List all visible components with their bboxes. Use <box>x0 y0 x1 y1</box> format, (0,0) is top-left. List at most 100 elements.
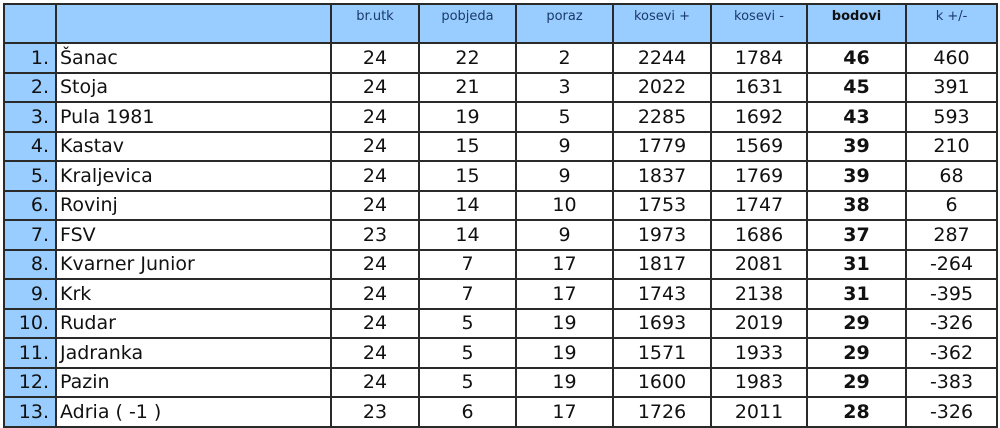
cell-rank: 7. <box>3 219 57 251</box>
standings-table: br.utk pobjeda poraz kosevi + kosevi - b… <box>3 3 998 428</box>
cell-diff: -395 <box>905 278 998 310</box>
cell-wins: 22 <box>418 42 517 74</box>
cell-scored: 1743 <box>612 278 712 310</box>
table-row: 12. Pazin 24 5 19 1600 1983 29 -383 <box>3 366 998 398</box>
table-row: 5. Kraljevica 24 15 9 1837 1769 39 68 <box>3 160 998 192</box>
cell-wins: 14 <box>418 189 517 221</box>
cell-wins: 19 <box>418 101 517 133</box>
cell-rank: 10. <box>3 307 57 339</box>
cell-scored: 1973 <box>612 219 712 251</box>
cell-played: 24 <box>330 160 420 192</box>
cell-losses: 9 <box>515 219 614 251</box>
cell-team: Rovinj <box>55 189 332 221</box>
header-team <box>55 3 332 44</box>
cell-rank: 13. <box>3 396 57 428</box>
cell-wins: 21 <box>418 71 517 103</box>
cell-played: 24 <box>330 189 420 221</box>
cell-losses: 9 <box>515 160 614 192</box>
cell-team: Šanac <box>55 42 332 74</box>
cell-team: Pula 1981 <box>55 101 332 133</box>
cell-losses: 17 <box>515 248 614 280</box>
cell-rank: 1. <box>3 42 57 74</box>
cell-wins: 6 <box>418 396 517 428</box>
cell-scored: 1600 <box>612 366 712 398</box>
cell-rank: 12. <box>3 366 57 398</box>
cell-losses: 2 <box>515 42 614 74</box>
cell-played: 24 <box>330 42 420 74</box>
cell-rank: 11. <box>3 337 57 369</box>
cell-points: 29 <box>806 307 907 339</box>
header-points: bodovi <box>806 3 907 44</box>
cell-points: 39 <box>806 160 907 192</box>
cell-losses: 3 <box>515 71 614 103</box>
cell-diff: 6 <box>905 189 998 221</box>
cell-team: Kastav <box>55 130 332 162</box>
cell-played: 24 <box>330 71 420 103</box>
cell-wins: 15 <box>418 160 517 192</box>
table-row: 7. FSV 23 14 9 1973 1686 37 287 <box>3 219 998 251</box>
cell-conceded: 1784 <box>710 42 808 74</box>
table-row: 4. Kastav 24 15 9 1779 1569 39 210 <box>3 130 998 162</box>
cell-diff: -362 <box>905 337 998 369</box>
header-wins: pobjeda <box>418 3 517 44</box>
header-scored: kosevi + <box>612 3 712 44</box>
cell-team: Jadranka <box>55 337 332 369</box>
cell-diff: 593 <box>905 101 998 133</box>
cell-diff: -326 <box>905 307 998 339</box>
cell-losses: 19 <box>515 366 614 398</box>
cell-conceded: 1747 <box>710 189 808 221</box>
cell-team: Kvarner Junior <box>55 248 332 280</box>
cell-points: 29 <box>806 337 907 369</box>
table-row: 13. Adria ( -1 ) 23 6 17 1726 2011 28 -326 <box>3 396 998 428</box>
cell-points: 46 <box>806 42 907 74</box>
table-row: 11. Jadranka 24 5 19 1571 1933 29 -362 <box>3 337 998 369</box>
cell-conceded: 1933 <box>710 337 808 369</box>
cell-rank: 9. <box>3 278 57 310</box>
cell-conceded: 2138 <box>710 278 808 310</box>
header-diff: k +/- <box>905 3 998 44</box>
cell-diff: 460 <box>905 42 998 74</box>
cell-scored: 1837 <box>612 160 712 192</box>
cell-points: 43 <box>806 101 907 133</box>
cell-wins: 5 <box>418 307 517 339</box>
cell-points: 45 <box>806 71 907 103</box>
cell-scored: 1571 <box>612 337 712 369</box>
cell-wins: 7 <box>418 278 517 310</box>
cell-losses: 9 <box>515 130 614 162</box>
cell-rank: 3. <box>3 101 57 133</box>
cell-diff: -264 <box>905 248 998 280</box>
cell-played: 23 <box>330 396 420 428</box>
cell-points: 39 <box>806 130 907 162</box>
table-row: 8. Kvarner Junior 24 7 17 1817 2081 31 -264 <box>3 248 998 280</box>
cell-losses: 17 <box>515 396 614 428</box>
cell-diff: 391 <box>905 71 998 103</box>
cell-played: 24 <box>330 307 420 339</box>
cell-rank: 8. <box>3 248 57 280</box>
cell-played: 24 <box>330 366 420 398</box>
cell-played: 24 <box>330 130 420 162</box>
cell-team: Rudar <box>55 307 332 339</box>
table-row: 2. Stoja 24 21 3 2022 1631 45 391 <box>3 71 998 103</box>
cell-played: 24 <box>330 101 420 133</box>
header-played: br.utk <box>330 3 420 44</box>
cell-losses: 17 <box>515 278 614 310</box>
header-rank <box>3 3 57 44</box>
header-row: br.utk pobjeda poraz kosevi + kosevi - b… <box>3 3 998 44</box>
cell-losses: 10 <box>515 189 614 221</box>
cell-points: 31 <box>806 248 907 280</box>
cell-diff: 210 <box>905 130 998 162</box>
cell-team: Kraljevica <box>55 160 332 192</box>
cell-team: Adria ( -1 ) <box>55 396 332 428</box>
cell-conceded: 2011 <box>710 396 808 428</box>
cell-conceded: 1631 <box>710 71 808 103</box>
cell-points: 38 <box>806 189 907 221</box>
cell-played: 24 <box>330 278 420 310</box>
cell-points: 31 <box>806 278 907 310</box>
cell-conceded: 2019 <box>710 307 808 339</box>
cell-wins: 7 <box>418 248 517 280</box>
cell-points: 37 <box>806 219 907 251</box>
header-losses: poraz <box>515 3 614 44</box>
cell-losses: 5 <box>515 101 614 133</box>
cell-team: FSV <box>55 219 332 251</box>
cell-scored: 1693 <box>612 307 712 339</box>
